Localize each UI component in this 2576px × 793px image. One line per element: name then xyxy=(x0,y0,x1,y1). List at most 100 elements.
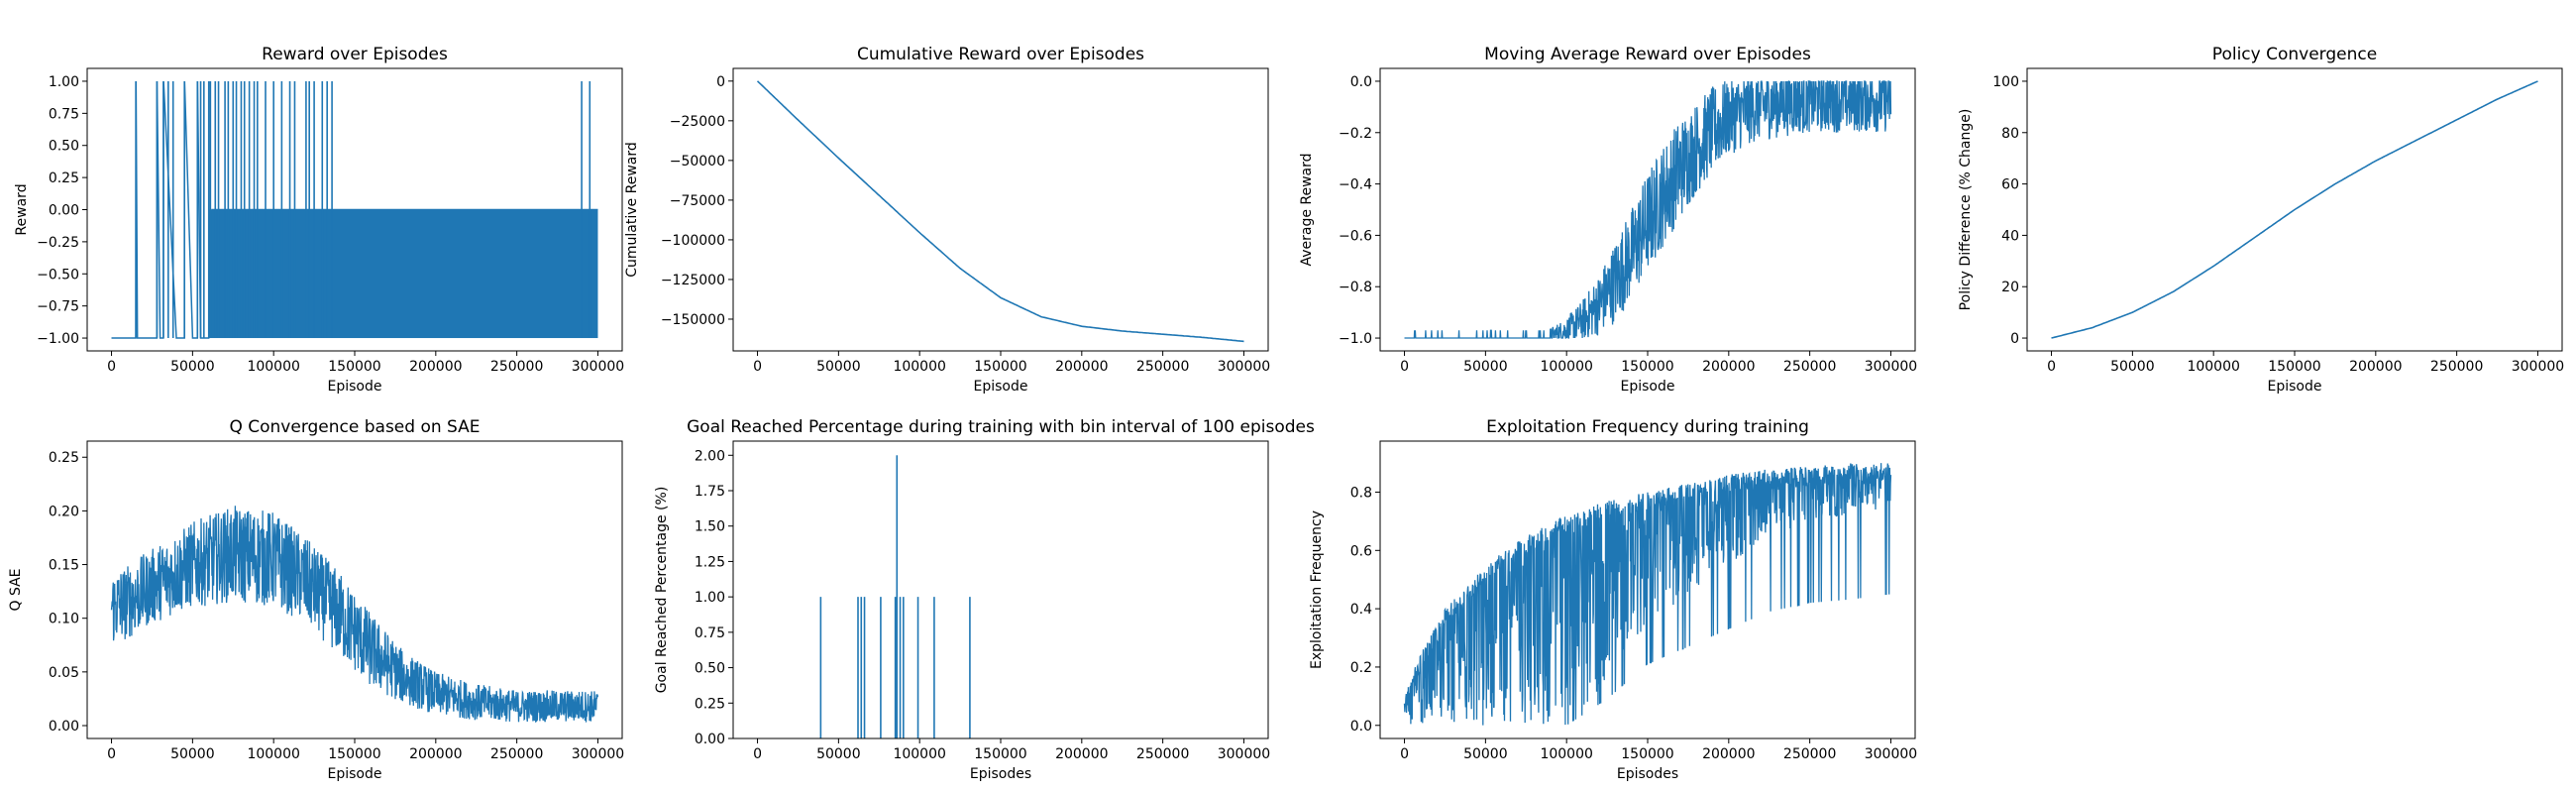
y-axis-label: Cumulative Reward xyxy=(624,142,640,278)
bar xyxy=(860,597,863,738)
x-tick-label: 150000 xyxy=(328,746,380,762)
bar xyxy=(857,597,859,738)
chart-panel-3: 0 50000 100000 150000 200000 250000 300000 0.0 −… xyxy=(1299,45,1917,395)
chart-panel-6: 0 50000 100000 150000 200000 250000 300000 0.00… xyxy=(654,417,1315,782)
plot-area xyxy=(1404,79,1892,339)
y-tick-label: −0.2 xyxy=(1339,126,1372,142)
bar xyxy=(969,597,971,738)
y-tick-label: −75000 xyxy=(670,193,725,209)
x-tick-label: 50000 xyxy=(170,746,215,762)
y-tick-label: −25000 xyxy=(670,114,725,130)
x-tick-label: 150000 xyxy=(1621,359,1673,375)
bar xyxy=(894,597,897,738)
y-tick-label: −100000 xyxy=(661,233,725,249)
chart-panel-2: 0 50000 100000 150000 200000 250000 300000 0 −25… xyxy=(624,45,1270,395)
y-tick-label: −1.0 xyxy=(1339,331,1372,347)
bar xyxy=(896,455,899,738)
y-tick-label: 1.25 xyxy=(695,554,725,570)
y-tick-label: 40 xyxy=(2001,228,2019,244)
x-tick-label: 0 xyxy=(753,359,762,375)
chart-title: Moving Average Reward over Episodes xyxy=(1484,45,1811,64)
y-tick-label: 0.25 xyxy=(49,450,79,466)
y-axis-label: Policy Difference (% Change) xyxy=(1958,109,1974,311)
x-tick-label: 100000 xyxy=(1540,359,1592,375)
x-tick-label: 100000 xyxy=(247,359,299,375)
x-axis-label: Episodes xyxy=(970,766,1031,782)
x-tick-label: 150000 xyxy=(1621,746,1673,762)
x-tick-label: 150000 xyxy=(2268,359,2320,375)
x-tick-label: 250000 xyxy=(2430,359,2483,375)
y-tick-label: 0.10 xyxy=(49,612,79,627)
y-axis-label: Average Reward xyxy=(1299,153,1315,266)
x-tick-label: 250000 xyxy=(1783,359,1836,375)
x-tick-label: 200000 xyxy=(1055,359,1108,375)
y-axis-label: Exploitation Frequency xyxy=(1309,510,1325,669)
x-axis-label: Episode xyxy=(1621,379,1675,395)
x-tick-label: 200000 xyxy=(1702,359,1755,375)
axes-frame xyxy=(732,440,1269,739)
plot-area xyxy=(111,80,598,339)
plot-area xyxy=(2051,80,2538,339)
bar xyxy=(933,597,935,738)
plot-area xyxy=(110,506,599,723)
plot-area xyxy=(756,80,1244,343)
chart-title: Exploitation Frequency during training xyxy=(1486,417,1809,437)
x-tick-label: 0 xyxy=(1400,746,1409,762)
y-tick-label: 0.05 xyxy=(49,665,79,681)
y-tick-label: 0.4 xyxy=(1350,602,1372,618)
x-axis-label: Episode xyxy=(2268,379,2322,395)
x-tick-label: 300000 xyxy=(2512,359,2564,375)
x-tick-label: 200000 xyxy=(409,746,462,762)
y-tick-label: 1.00 xyxy=(49,74,79,90)
x-tick-label: 300000 xyxy=(1218,746,1270,762)
y-tick-label: 0.15 xyxy=(49,558,79,574)
chart-panel-7: 0 50000 100000 150000 200000 250000 300000 0.0 0… xyxy=(1309,417,1917,782)
x-tick-label: 50000 xyxy=(170,359,215,375)
x-tick-label: 250000 xyxy=(1783,746,1836,762)
y-tick-label: −125000 xyxy=(661,273,725,288)
y-tick-label: 80 xyxy=(2001,126,2019,142)
y-tick-label: 20 xyxy=(2001,280,2019,295)
y-tick-label: 0.50 xyxy=(49,139,79,155)
y-tick-label: 100 xyxy=(1992,74,2019,90)
bar xyxy=(880,597,882,738)
y-tick-label: 0.2 xyxy=(1350,660,1372,676)
y-tick-label: 0.00 xyxy=(49,203,79,219)
y-tick-label: 0.8 xyxy=(1350,485,1372,501)
x-tick-label: 250000 xyxy=(490,746,543,762)
x-tick-label: 100000 xyxy=(247,746,299,762)
x-tick-label: 50000 xyxy=(2110,359,2155,375)
y-tick-label: 1.75 xyxy=(695,484,725,500)
x-tick-label: 100000 xyxy=(893,359,945,375)
y-tick-label: 0 xyxy=(2010,331,2019,347)
series-line xyxy=(1404,79,1892,339)
x-tick-label: 0 xyxy=(2047,359,2056,375)
chart-title: Reward over Episodes xyxy=(262,45,448,64)
y-axis-label: Reward xyxy=(14,183,30,235)
x-tick-label: 0 xyxy=(1400,359,1409,375)
y-tick-label: 0 xyxy=(716,74,725,90)
y-tick-label: 0.0 xyxy=(1350,719,1372,735)
x-tick-label: 50000 xyxy=(816,746,861,762)
x-tick-label: 300000 xyxy=(572,359,624,375)
bar xyxy=(899,597,902,738)
x-axis-label: Episode xyxy=(974,379,1028,395)
y-axis-label: Q SAE xyxy=(8,568,24,611)
y-tick-label: −1.00 xyxy=(37,331,79,347)
bar xyxy=(903,597,905,738)
chart-panel-1: 0 50000 100000 150000 200000 250000 300000 −1.0… xyxy=(14,45,624,395)
x-tick-label: 0 xyxy=(107,359,116,375)
x-tick-label: 250000 xyxy=(1136,746,1189,762)
y-tick-label: 0.25 xyxy=(695,696,725,712)
chart-panel-4: 0 50000 100000 150000 200000 250000 300000 0 20 4… xyxy=(1958,45,2564,395)
x-tick-label: 50000 xyxy=(1463,746,1508,762)
x-axis-label: Episode xyxy=(328,766,382,782)
x-tick-label: 200000 xyxy=(2349,359,2402,375)
x-tick-label: 0 xyxy=(753,746,762,762)
chart-title: Policy Convergence xyxy=(2212,45,2377,64)
y-tick-label: 0.50 xyxy=(695,661,725,677)
y-tick-label: 0.20 xyxy=(49,504,79,519)
y-axis-label: Goal Reached Percentage (%) xyxy=(654,487,670,694)
y-tick-label: −0.50 xyxy=(37,267,79,283)
x-tick-label: 50000 xyxy=(816,359,861,375)
